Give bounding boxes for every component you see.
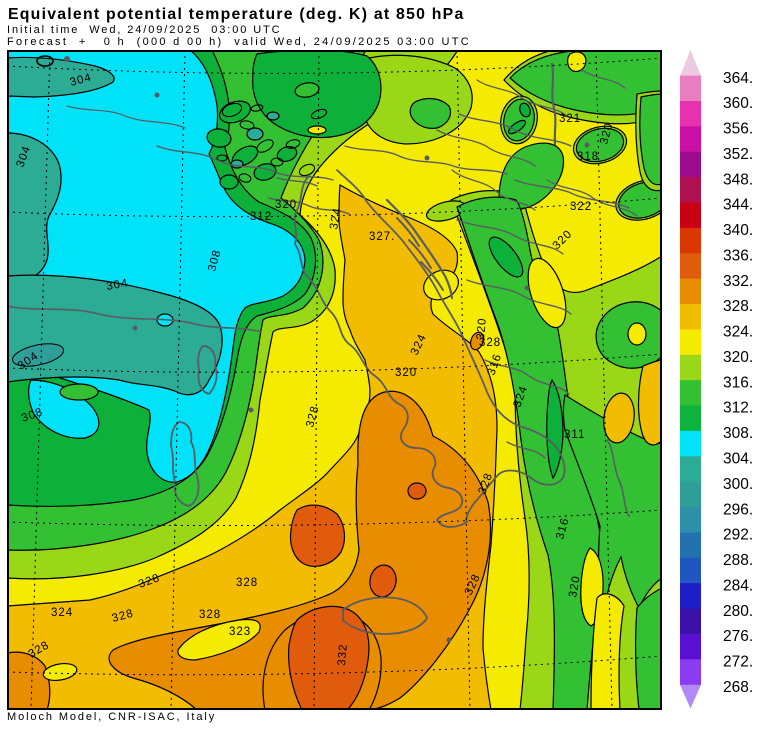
svg-text:312.: 312. [723,400,753,417]
svg-text:272.: 272. [723,654,753,671]
svg-text:332: 332 [336,643,350,666]
svg-text:324: 324 [51,607,73,619]
svg-text:360.: 360. [723,95,753,112]
svg-text:356.: 356. [723,121,753,138]
svg-text:320: 320 [395,367,417,379]
svg-text:328: 328 [236,577,258,589]
svg-text:292.: 292. [723,527,753,544]
svg-text:348.: 348. [723,171,753,188]
svg-text:336.: 336. [723,247,753,264]
svg-text:364.: 364. [723,70,753,87]
svg-text:328: 328 [479,337,501,349]
svg-text:300.: 300. [723,476,753,493]
svg-text:288.: 288. [723,552,753,569]
svg-text:328.: 328. [723,298,753,315]
svg-text:320: 320 [475,317,489,340]
svg-text:276.: 276. [723,628,753,645]
svg-text:304.: 304. [723,450,753,467]
svg-text:323: 323 [229,626,251,638]
svg-text:344.: 344. [723,197,753,214]
svg-text:322: 322 [570,201,592,213]
svg-text:320: 320 [567,575,583,599]
svg-text:296.: 296. [723,501,753,518]
svg-text:308: 308 [206,248,223,273]
svg-text:280.: 280. [723,603,753,620]
svg-text:324.: 324. [723,324,753,341]
svg-text:328: 328 [199,609,221,621]
svg-text:320: 320 [275,199,297,211]
svg-text:340.: 340. [723,222,753,239]
svg-text:332.: 332. [723,273,753,290]
svg-text:328: 328 [111,608,136,625]
svg-text:312: 312 [250,211,272,223]
svg-text:304: 304 [69,72,94,89]
svg-text:320.: 320. [723,349,753,366]
svg-text:284.: 284. [723,577,753,594]
svg-text:304: 304 [105,277,129,293]
svg-text:268.: 268. [723,679,753,696]
svg-text:352.: 352. [723,146,753,163]
svg-text:327.: 327. [369,231,395,243]
svg-text:318: 318 [577,151,599,163]
svg-text:316.: 316. [723,374,753,391]
svg-text:320: 320 [598,121,615,146]
svg-text:316: 316 [554,516,571,541]
svg-text:324: 324 [328,207,344,231]
svg-text:321: 321 [559,113,581,125]
svg-text:311: 311 [564,429,585,441]
svg-text:308.: 308. [723,425,753,442]
svg-text:328: 328 [304,404,321,429]
